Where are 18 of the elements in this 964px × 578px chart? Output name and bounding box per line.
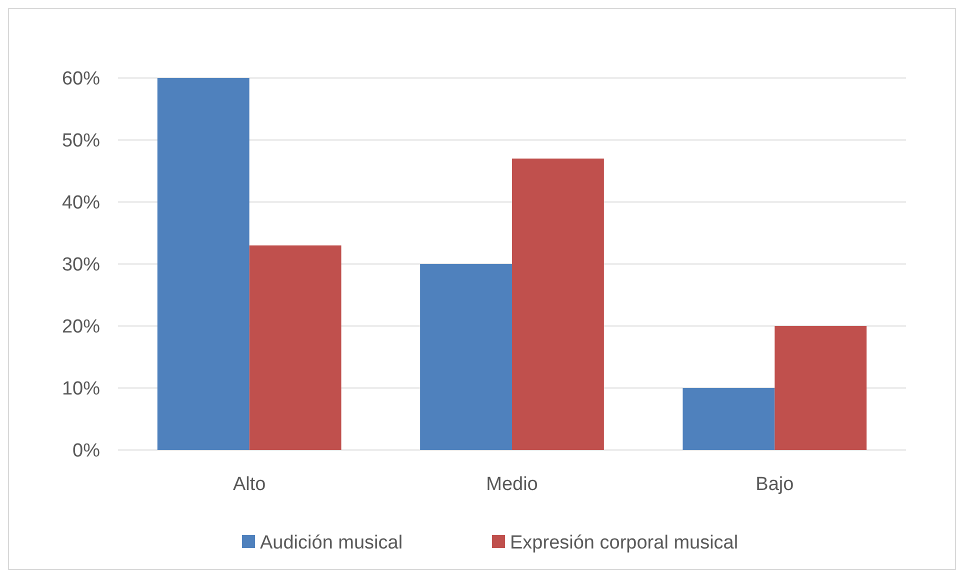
- y-tick-label: 50%: [62, 130, 100, 152]
- bar: [420, 264, 512, 450]
- x-tick-label: Medio: [486, 474, 538, 495]
- y-tick-label: 10%: [62, 378, 100, 400]
- x-tick-label: Bajo: [756, 474, 794, 495]
- legend-label: Audición musical: [260, 532, 403, 554]
- y-tick-label: 20%: [62, 316, 100, 338]
- x-tick-label: Alto: [232, 474, 266, 495]
- legend-label: Expresión corporal musical: [510, 532, 738, 554]
- bar: [157, 78, 250, 450]
- y-tick-label: 40%: [62, 192, 100, 214]
- bar: [774, 326, 867, 450]
- bar: [249, 245, 342, 450]
- y-tick-label: 30%: [62, 254, 100, 276]
- y-tick-label: 60%: [62, 68, 100, 90]
- bar: [512, 158, 604, 450]
- y-tick-label: 0%: [72, 440, 100, 462]
- bar: [682, 388, 775, 450]
